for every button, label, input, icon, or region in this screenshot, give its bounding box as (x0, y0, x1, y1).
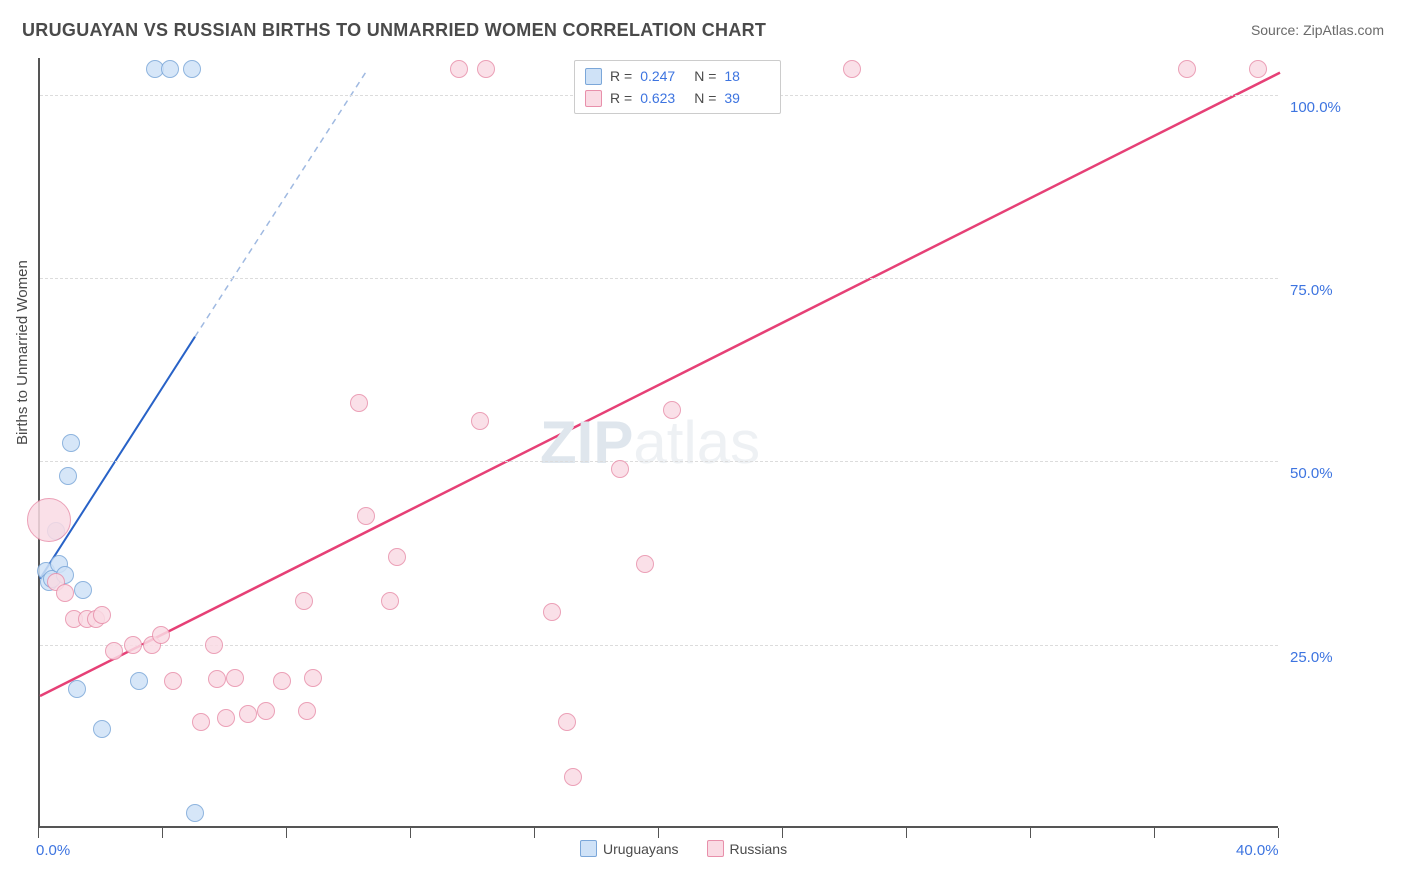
data-point (298, 702, 316, 720)
data-point (192, 713, 210, 731)
data-point (208, 670, 226, 688)
stat-value-n: 18 (724, 68, 770, 84)
stat-value-r: 0.247 (640, 68, 686, 84)
x-tick-label: 0.0% (36, 842, 70, 859)
legend: Uruguayans Russians (580, 840, 787, 857)
legend-label: Russians (730, 841, 788, 857)
x-tick (286, 828, 287, 838)
data-point (124, 636, 142, 654)
data-point (217, 709, 235, 727)
legend-swatch (707, 840, 724, 857)
legend-swatch (585, 90, 602, 107)
data-point (304, 669, 322, 687)
data-point (611, 460, 629, 478)
stat-value-r: 0.623 (640, 90, 686, 106)
data-point (74, 581, 92, 599)
stat-label-r: R = (610, 90, 632, 106)
data-point (357, 507, 375, 525)
data-point (543, 603, 561, 621)
data-point (388, 548, 406, 566)
data-point (295, 592, 313, 610)
data-point (93, 720, 111, 738)
stat-label-n: N = (694, 90, 716, 106)
data-point (558, 713, 576, 731)
data-point (564, 768, 582, 786)
y-tick-label: 75.0% (1290, 282, 1333, 299)
x-tick (906, 828, 907, 838)
data-point (1178, 60, 1196, 78)
data-point (636, 555, 654, 573)
data-point (68, 680, 86, 698)
x-tick (410, 828, 411, 838)
source-label: Source: ZipAtlas.com (1251, 22, 1384, 38)
stat-box: R = 0.247 N = 18 R = 0.623 N = 39 (574, 60, 781, 114)
x-tick (1278, 828, 1279, 838)
x-tick (534, 828, 535, 838)
legend-label: Uruguayans (603, 841, 679, 857)
data-point (257, 702, 275, 720)
gridline (40, 278, 1278, 279)
x-tick (1030, 828, 1031, 838)
y-tick-label: 50.0% (1290, 465, 1333, 482)
x-tick (658, 828, 659, 838)
data-point (450, 60, 468, 78)
data-point (239, 705, 257, 723)
data-point (226, 669, 244, 687)
data-point (27, 498, 71, 542)
y-tick-label: 25.0% (1290, 649, 1333, 666)
x-tick (1154, 828, 1155, 838)
data-point (381, 592, 399, 610)
legend-swatch (585, 68, 602, 85)
gridline (40, 461, 1278, 462)
legend-item: Uruguayans (580, 840, 679, 857)
data-point (350, 394, 368, 412)
trend-line (40, 73, 1280, 696)
plot-area: ZIPatlas (38, 58, 1278, 828)
data-point (183, 60, 201, 78)
x-tick (38, 828, 39, 838)
trend-line (40, 337, 195, 579)
data-point (62, 434, 80, 452)
data-point (152, 626, 170, 644)
stat-row: R = 0.247 N = 18 (585, 65, 770, 87)
stat-label-r: R = (610, 68, 632, 84)
data-point (105, 642, 123, 660)
data-point (205, 636, 223, 654)
x-tick-label: 40.0% (1236, 842, 1279, 859)
stat-value-n: 39 (724, 90, 770, 106)
x-tick (782, 828, 783, 838)
y-axis-title: Births to Unmarried Women (14, 260, 31, 445)
data-point (59, 467, 77, 485)
legend-item: Russians (707, 840, 788, 857)
legend-swatch (580, 840, 597, 857)
gridline (40, 645, 1278, 646)
trend-line (195, 73, 366, 337)
y-tick-label: 100.0% (1290, 99, 1341, 116)
stat-row: R = 0.623 N = 39 (585, 87, 770, 109)
stat-label-n: N = (694, 68, 716, 84)
chart-title: URUGUAYAN VS RUSSIAN BIRTHS TO UNMARRIED… (22, 20, 766, 41)
x-tick (162, 828, 163, 838)
